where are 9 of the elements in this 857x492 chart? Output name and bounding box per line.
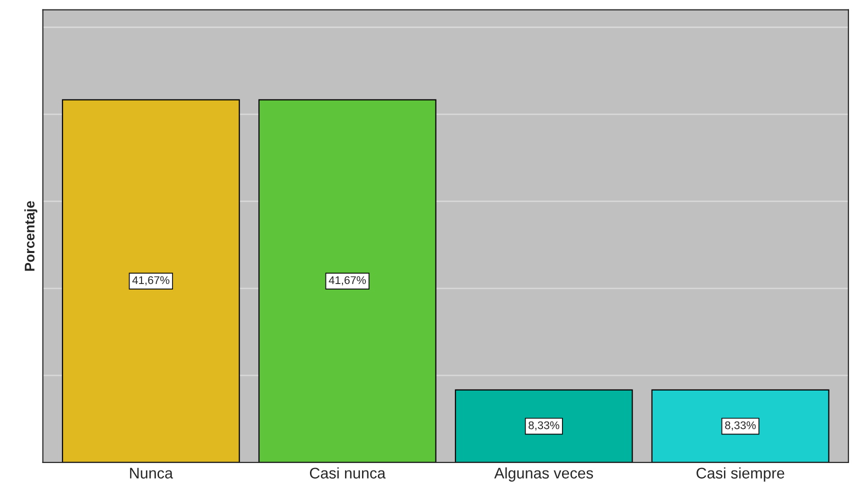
x-tick-label: Casi nunca bbox=[310, 467, 386, 479]
data-label: 41,67% bbox=[328, 276, 366, 286]
data-label: 41,67% bbox=[132, 276, 170, 286]
data-label: 8,33% bbox=[725, 421, 756, 431]
x-tick-label: Casi siempre bbox=[696, 467, 784, 482]
y-axis-title: Porcentaje bbox=[24, 201, 38, 271]
x-tick-label: Nunca bbox=[130, 468, 173, 479]
x-tick-label: Algunas veces bbox=[494, 467, 594, 482]
data-label: 8,33% bbox=[528, 421, 560, 431]
